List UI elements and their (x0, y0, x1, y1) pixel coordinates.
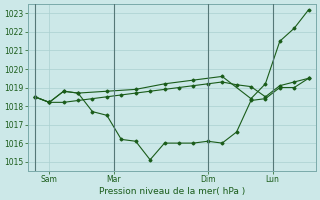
X-axis label: Pression niveau de la mer( hPa ): Pression niveau de la mer( hPa ) (99, 187, 245, 196)
